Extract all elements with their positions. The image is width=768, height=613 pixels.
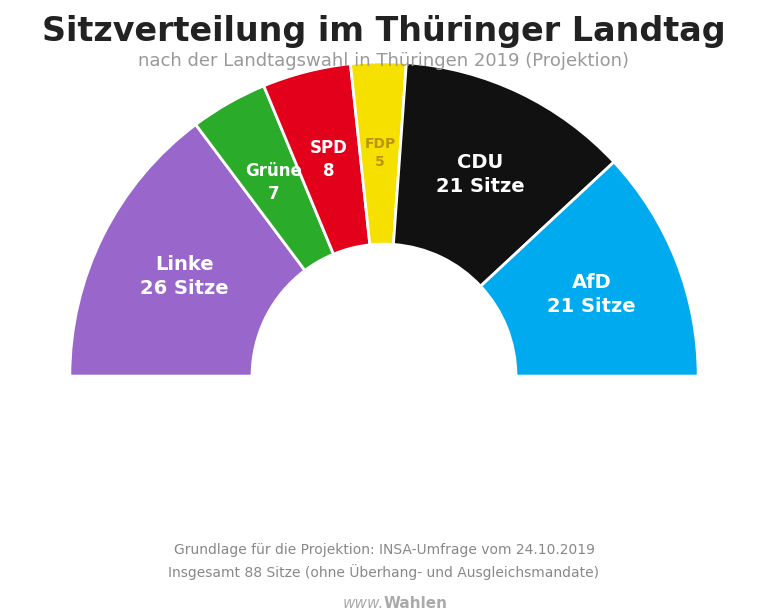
- Text: www.: www.: [343, 596, 384, 611]
- Wedge shape: [263, 64, 370, 254]
- Text: AfD
21 Sitze: AfD 21 Sitze: [548, 273, 636, 316]
- Text: Grüne
7: Grüne 7: [245, 162, 302, 203]
- Wedge shape: [70, 124, 305, 376]
- Text: Linke
26 Sitze: Linke 26 Sitze: [141, 254, 229, 298]
- Text: www.Wahlen.info: www.Wahlen.info: [318, 596, 450, 611]
- Text: CDU
21 Sitze: CDU 21 Sitze: [436, 153, 525, 197]
- Text: FDP
5: FDP 5: [364, 137, 396, 169]
- Text: Insgesamt 88 Sitze (ohne Überhang- und Ausgleichsmandate): Insgesamt 88 Sitze (ohne Überhang- und A…: [168, 564, 600, 580]
- Text: Wahlen: Wahlen: [384, 596, 448, 611]
- Text: SPD
8: SPD 8: [310, 140, 348, 180]
- Text: nach der Landtagswahl in Thüringen 2019 (Projektion): nach der Landtagswahl in Thüringen 2019 …: [138, 52, 630, 70]
- Wedge shape: [196, 86, 333, 270]
- Wedge shape: [350, 62, 406, 245]
- Text: Sitzverteilung im Thüringer Landtag: Sitzverteilung im Thüringer Landtag: [42, 15, 726, 48]
- Wedge shape: [393, 63, 614, 286]
- Text: Grundlage für die Projektion: INSA-Umfrage vom 24.10.2019: Grundlage für die Projektion: INSA-Umfra…: [174, 543, 594, 557]
- Wedge shape: [481, 162, 698, 376]
